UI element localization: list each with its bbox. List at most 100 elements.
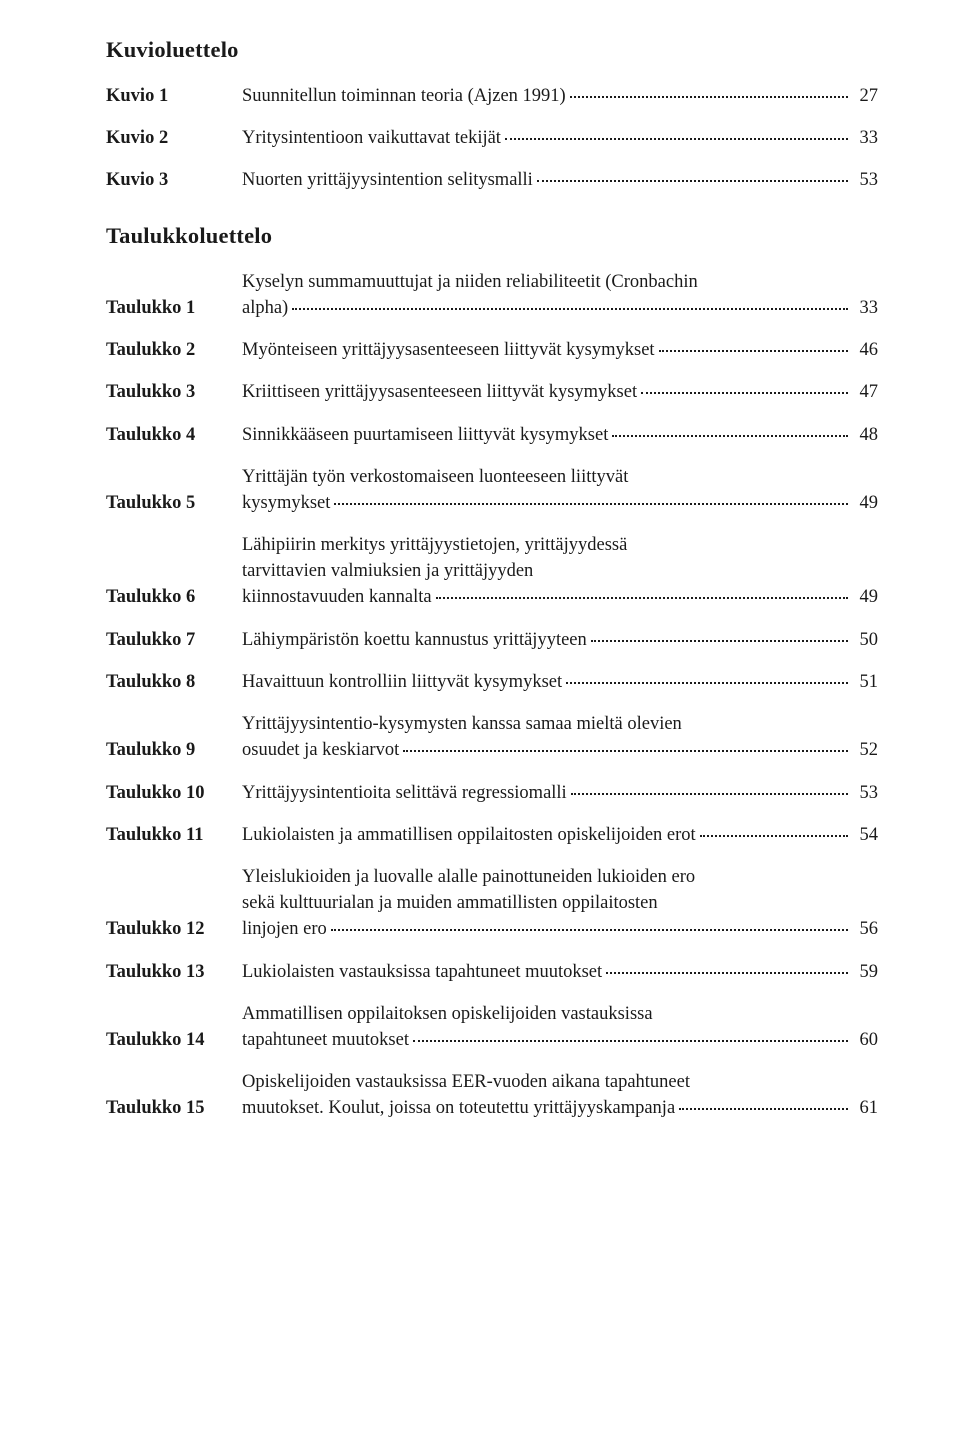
entry-description-text: Lähiympäristön koettu kannustus yrittäjy… [242,628,587,654]
entry-description-text: kiinnostavuuden kannalta [242,585,432,611]
entry-description-text: Myönteiseen yrittäjyysasenteeseen liitty… [242,338,655,364]
toc-entry: Kuvio 3Nuorten yrittäjyysintention selit… [106,168,878,194]
entry-description-text: tapahtuneet muutokset [242,1028,409,1054]
entry-last-line: Sinnikkääseen puurtamiseen liittyvät kys… [242,423,878,449]
page-number: 47 [852,380,878,406]
entry-label: Kuvio 3 [106,168,242,194]
toc-entry: Taulukko 5Yrittäjän työn verkostomaiseen… [106,465,878,517]
toc-entry: Taulukko 9Yrittäjyysintentio-kysymysten … [106,712,878,764]
entry-body: Yleislukioiden ja luovalle alalle painot… [242,865,878,943]
entry-description-line: Opiskelijoiden vastauksissa EER-vuoden a… [242,1070,878,1096]
dot-leader [606,972,848,974]
entry-body: Kriittiseen yrittäjyysasenteeseen liitty… [242,380,878,406]
toc-entry: Taulukko 15Opiskelijoiden vastauksissa E… [106,1070,878,1122]
entry-description-text: Kriittiseen yrittäjyysasenteeseen liitty… [242,380,637,406]
entry-label: Taulukko 9 [106,738,242,764]
page-number: 53 [852,781,878,807]
page-number: 33 [852,126,878,152]
dot-leader [413,1040,848,1042]
entry-label: Taulukko 1 [106,296,242,322]
entry-label: Taulukko 8 [106,670,242,696]
dot-leader [331,929,848,931]
entry-description-text: Suunnitellun toiminnan teoria (Ajzen 199… [242,84,566,110]
toc-entry: Taulukko 14Ammatillisen oppilaitoksen op… [106,1002,878,1054]
toc-entry: Kuvio 1Suunnitellun toiminnan teoria (Aj… [106,84,878,110]
toc-entry: Taulukko 10Yrittäjyysintentioita selittä… [106,781,878,807]
section-heading: Kuvioluettelo [106,34,878,66]
page-number: 61 [852,1096,878,1122]
entry-body: Suunnitellun toiminnan teoria (Ajzen 199… [242,84,878,110]
entry-last-line: Myönteiseen yrittäjyysasenteeseen liitty… [242,338,878,364]
entry-body: Nuorten yrittäjyysintention selitysmalli… [242,168,878,194]
entry-description-text: Yritysintentioon vaikuttavat tekijät [242,126,501,152]
entry-last-line: linjojen ero 56 [242,917,878,943]
page-number: 56 [852,917,878,943]
toc-entry: Taulukko 12Yleislukioiden ja luovalle al… [106,865,878,943]
toc-entry: Taulukko 11Lukiolaisten ja ammatillisen … [106,823,878,849]
entry-last-line: alpha)33 [242,296,878,322]
entry-body: Yrittäjyysintentio-kysymysten kanssa sam… [242,712,878,764]
toc-entry: Taulukko 2Myönteiseen yrittäjyysasentees… [106,338,878,364]
section-heading: Taulukkoluettelo [106,220,878,252]
dot-leader [436,597,848,599]
entry-body: Opiskelijoiden vastauksissa EER-vuoden a… [242,1070,878,1122]
entry-label: Taulukko 7 [106,628,242,654]
entry-last-line: Nuorten yrittäjyysintention selitysmalli… [242,168,878,194]
dot-leader [641,392,848,394]
entry-last-line: tapahtuneet muutokset60 [242,1028,878,1054]
entry-last-line: Havaittuun kontrolliin liittyvät kysymyk… [242,670,878,696]
dot-leader [566,682,848,684]
page-number: 52 [852,738,878,764]
entry-last-line: Yrittäjyysintentioita selittävä regressi… [242,781,878,807]
entry-body: Havaittuun kontrolliin liittyvät kysymyk… [242,670,878,696]
entry-label: Taulukko 2 [106,338,242,364]
entry-body: Yrittäjän työn verkostomaiseen luonteese… [242,465,878,517]
entry-body: Lukiolaisten vastauksissa tapahtuneet mu… [242,960,878,986]
entry-label: Taulukko 13 [106,960,242,986]
entry-description-text: muutokset. Koulut, joissa on toteutettu … [242,1096,675,1122]
page-number: 59 [852,960,878,986]
entry-label: Kuvio 1 [106,84,242,110]
dot-leader [334,503,848,505]
entry-description-line: tarvittavien valmiuksien ja yrittäjyyden [242,559,878,585]
entry-label: Kuvio 2 [106,126,242,152]
toc-entry: Kuvio 2Yritysintentioon vaikuttavat teki… [106,126,878,152]
entry-last-line: Kriittiseen yrittäjyysasenteeseen liitty… [242,380,878,406]
entry-description-line: sekä kulttuurialan ja muiden ammatillist… [242,891,878,917]
entry-last-line: Lähiympäristön koettu kannustus yrittäjy… [242,628,878,654]
entry-description-text: alpha) [242,296,288,322]
dot-leader [659,350,848,352]
entry-description-line: Yleislukioiden ja luovalle alalle painot… [242,865,878,891]
toc-page: Kuvioluettelo Kuvio 1Suunnitellun toiminn… [106,34,878,1122]
toc-entry: Taulukko 8Havaittuun kontrolliin liittyv… [106,670,878,696]
dot-leader [292,308,848,310]
page-number: 49 [852,585,878,611]
dot-leader [403,750,848,752]
entry-last-line: kiinnostavuuden kannalta 49 [242,585,878,611]
entry-description-text: Lukiolaisten vastauksissa tapahtuneet mu… [242,960,602,986]
entry-label: Taulukko 10 [106,781,242,807]
entry-last-line: Lukiolaisten vastauksissa tapahtuneet mu… [242,960,878,986]
entry-last-line: kysymykset49 [242,491,878,517]
entry-body: Kyselyn summamuuttujat ja niiden reliabi… [242,270,878,322]
toc-entry: Taulukko 6Lähipiirin merkitys yrittäjyys… [106,533,878,611]
entry-body: Yritysintentioon vaikuttavat tekijät 33 [242,126,878,152]
dot-leader [505,138,848,140]
page-number: 50 [852,628,878,654]
entry-last-line: Suunnitellun toiminnan teoria (Ajzen 199… [242,84,878,110]
entry-description-text: osuudet ja keskiarvot [242,738,399,764]
entry-label: Taulukko 5 [106,491,242,517]
entry-last-line: Lukiolaisten ja ammatillisen oppilaitost… [242,823,878,849]
toc-entry: Taulukko 3Kriittiseen yrittäjyysasentees… [106,380,878,406]
entry-label: Taulukko 11 [106,823,242,849]
dot-leader [571,793,848,795]
entry-last-line: osuudet ja keskiarvot 52 [242,738,878,764]
entry-label: Taulukko 6 [106,585,242,611]
page-number: 51 [852,670,878,696]
page-number: 48 [852,423,878,449]
page-number: 53 [852,168,878,194]
entry-description-text: linjojen ero [242,917,327,943]
page-number: 46 [852,338,878,364]
dot-leader [700,835,848,837]
entry-description-line: Ammatillisen oppilaitoksen opiskelijoide… [242,1002,878,1028]
